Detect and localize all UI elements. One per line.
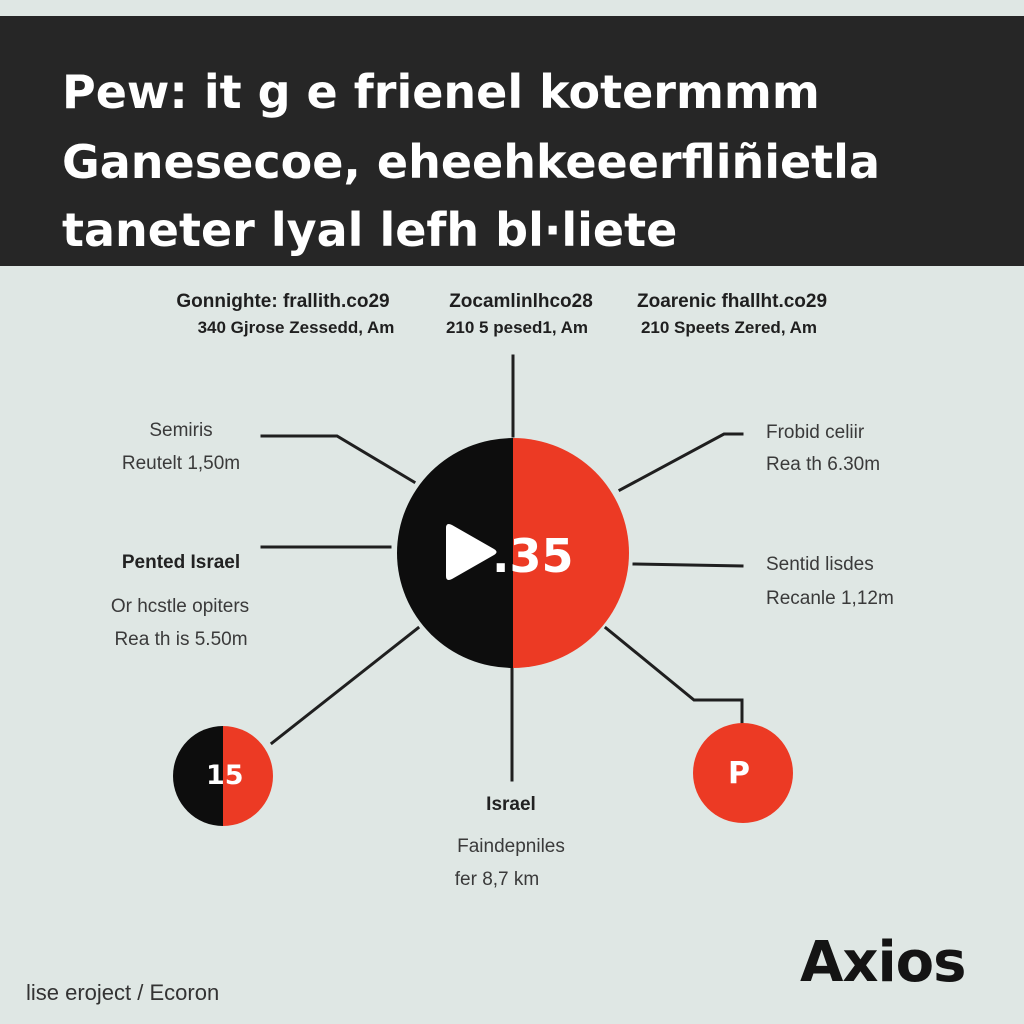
connector-lower-right <box>603 625 744 724</box>
connector-upper-right <box>617 432 744 493</box>
right-node-value: P <box>728 756 750 791</box>
left-node <box>173 726 273 826</box>
play-icon <box>446 524 497 580</box>
right-label-a-title: Frobid celiir <box>766 422 865 443</box>
headline-line-3: taneter lyal lefh bl·liete <box>62 203 678 257</box>
right-label-b-title: Sentid lisdes <box>766 554 874 575</box>
right-label-a-sub: Rea th 6.30m <box>766 454 881 475</box>
left-node-value: 15 <box>206 760 244 791</box>
connector-upper-left <box>260 434 417 485</box>
left-label-a-sub: Reutelt 1,50m <box>121 453 241 474</box>
left-label-b-title: Pented Israel <box>121 552 241 573</box>
connector-mid-right <box>632 562 744 568</box>
central-hub <box>397 438 629 668</box>
top-label-1-title: Gonnighte: frallith.co29 <box>176 291 390 312</box>
axios-logo: Axios <box>800 930 966 995</box>
top-label-3-sub: 210 Speets Zered, Am <box>640 318 818 337</box>
left-label-a-title: Semiris <box>149 420 213 441</box>
headline-line-1: Pew: it g e frienel kotermmm <box>62 65 820 119</box>
connector-lower-left <box>269 625 421 746</box>
bottom-label-line1: Faindepniles <box>457 836 565 857</box>
left-label-b-line1: Or hcstle opiters <box>110 596 250 617</box>
right-label-b-sub: Recanle 1,12m <box>766 588 894 609</box>
hub-value: .35 <box>492 529 574 583</box>
bottom-label-title: Israel <box>486 794 536 815</box>
top-label-1-sub: 340 Gjrose Zessedd, Am <box>197 318 395 337</box>
right-node <box>693 723 793 823</box>
left-label-b-line2: Rea th is 5.50m <box>114 629 248 650</box>
footer-credit: lise eroject / Ecoron <box>26 980 220 1005</box>
top-label-2-title: Zocamlinlhco28 <box>449 291 593 312</box>
headline-line-2: Ganesecoe, eheehkeeerfliñietla <box>62 135 880 189</box>
top-label-3-title: Zoarenic fhallht.co29 <box>636 291 828 312</box>
headline-banner: Pew: it g e frienel kotermmm Ganesecoe, … <box>0 16 1024 266</box>
bottom-label-line2: fer 8,7 km <box>454 869 540 890</box>
top-label-2-sub: 210 5 pesed1, Am <box>445 318 589 337</box>
